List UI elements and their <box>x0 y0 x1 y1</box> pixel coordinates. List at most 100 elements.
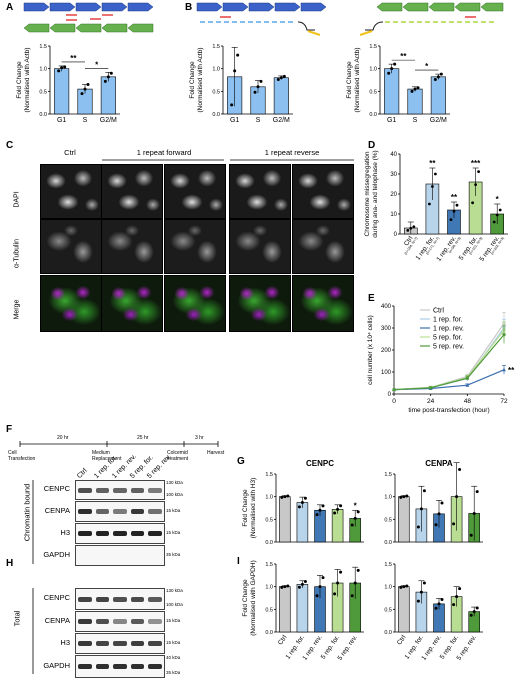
y-tick-label: 1.0 <box>265 585 273 591</box>
data-point <box>336 581 340 585</box>
data-point <box>333 592 337 596</box>
micro-row-tubulin: α-Tubulin <box>13 238 21 269</box>
micro-image-tubulin-1 <box>40 219 102 274</box>
legend-label: 5 rep. for. <box>433 335 463 342</box>
data-point <box>422 489 426 493</box>
y-axis-label: Fold Change <box>189 61 196 99</box>
chart-g-cenpa: CENPA 0.0 0.5 1.0 1.5 <box>384 459 483 546</box>
data-point <box>103 79 107 83</box>
y-tick-label: 1.0 <box>369 67 377 73</box>
y-tick-label: 0.0 <box>384 630 392 636</box>
y-tick-label: 0.0 <box>265 630 273 636</box>
chart-g-cenpc: CENPC Fold Change (Normalised with H3) 0.0 0… <box>242 459 364 546</box>
significance-label: * <box>425 62 429 71</box>
y-tick-label: 10 <box>390 212 397 218</box>
micro-image-dapi-1 <box>40 164 102 219</box>
x-tick-label: Ctrl <box>403 235 415 248</box>
y-tick-label: 1.5 <box>384 562 392 568</box>
data-point <box>356 568 360 572</box>
blot-group-brackets <box>32 480 34 674</box>
y-axis-label-2: (Normalised with Actb) <box>24 47 31 112</box>
panel-letter-e: E <box>368 293 375 304</box>
bar <box>296 502 309 543</box>
data-point <box>356 510 360 514</box>
data-point <box>106 75 110 79</box>
blot-band <box>78 619 92 624</box>
data-point <box>434 606 438 610</box>
y-axis-label-2: during ana- and telophase (%) <box>372 150 379 237</box>
micro-image-dapi-5 <box>292 164 354 219</box>
blot-band <box>78 596 92 602</box>
significance-label: ** <box>508 366 515 375</box>
y-tick-label: 0.5 <box>212 89 220 95</box>
data-point <box>475 606 479 610</box>
data-point <box>431 185 434 188</box>
data-point <box>405 584 409 588</box>
micro-row-merge: Merge <box>13 299 21 320</box>
data-point <box>83 87 87 91</box>
blot-band <box>148 531 162 536</box>
blot-band <box>148 664 162 669</box>
blot-kda-marker: 100 kDa <box>166 602 183 607</box>
data-point <box>429 386 433 390</box>
data-point <box>458 467 462 471</box>
micro-image-tubulin-5 <box>292 219 354 274</box>
bar <box>273 77 289 115</box>
chart-b-left: Fold Change (Normalised with Actb) 0.0 0.5 1… <box>189 44 293 124</box>
x-tick-label: 48 <box>464 398 472 405</box>
y-tick-label: 1.0 <box>384 495 392 501</box>
data-point <box>392 388 396 392</box>
data-point <box>455 595 459 599</box>
data-point <box>502 333 506 337</box>
micro-image-merge-4 <box>229 275 291 332</box>
blot-band <box>113 487 127 493</box>
micro-image-merge-5 <box>292 275 354 332</box>
bar <box>54 68 70 115</box>
y-tick-label: 100 <box>381 370 392 376</box>
y-tick-label: 0.0 <box>384 540 392 546</box>
data-point <box>455 495 459 499</box>
data-point <box>336 507 340 511</box>
data-point <box>452 522 456 526</box>
data-point <box>339 570 343 574</box>
data-point <box>498 208 502 212</box>
schematic-b-left <box>196 2 327 36</box>
blot-band <box>148 596 162 602</box>
data-point <box>259 79 263 83</box>
blot-band <box>113 531 127 536</box>
data-point <box>434 172 437 176</box>
blot-chromatin-cenpc <box>75 480 165 500</box>
data-point <box>416 525 420 529</box>
blot-band <box>78 487 92 493</box>
data-point <box>283 495 287 499</box>
data-point <box>387 71 391 75</box>
x-tick-label: Ctrl <box>396 634 408 647</box>
data-point <box>279 76 283 80</box>
data-point <box>419 590 423 594</box>
blot-row-label-h3: H3 <box>60 527 70 537</box>
data-point <box>419 507 423 511</box>
chart-d: Chromosome missegregation during ana- and… <box>364 150 508 263</box>
chart-a: Fold Change (Normalised with Actb) 0.0 0.5 1… <box>16 44 120 124</box>
y-tick-label: 40 <box>390 152 397 158</box>
blot-lane-label: Ctrl <box>75 467 89 480</box>
data-point <box>60 66 64 70</box>
series-line <box>393 323 505 391</box>
total-label: Total <box>12 610 22 627</box>
panel-letter-i: I <box>237 556 240 567</box>
y-tick-label: 20 <box>390 192 397 198</box>
data-point <box>399 495 403 499</box>
y-axis-label-2: (Normalised with H3) <box>250 478 257 539</box>
y-tick-label: 1.5 <box>265 562 273 568</box>
data-point <box>465 376 469 380</box>
data-point <box>406 229 410 232</box>
micro-image-merge-1 <box>40 275 102 332</box>
data-point <box>86 83 90 87</box>
y-tick-label: 1.0 <box>39 67 47 73</box>
blot-kda-marker: 100 kDa <box>166 492 183 497</box>
micro-image-dapi-2 <box>101 164 163 219</box>
y-tick-label: 1.5 <box>384 472 392 478</box>
legend-label: 1 rep. for. <box>433 317 463 324</box>
data-point <box>353 581 357 585</box>
y-tick-label: 30 <box>390 172 397 178</box>
